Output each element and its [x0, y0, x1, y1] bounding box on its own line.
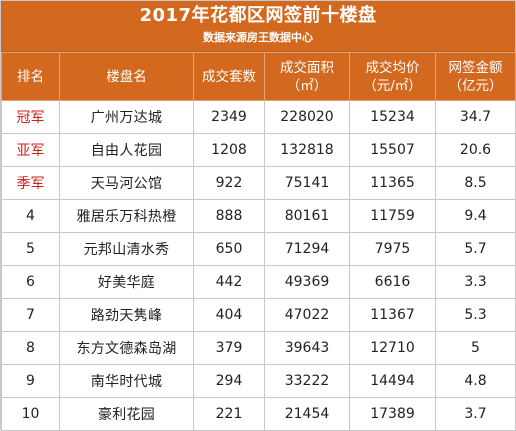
- cell-avg-price: 17389: [349, 397, 436, 431]
- cell-avg-price: 14494: [349, 364, 436, 398]
- cell-amount: 4.8: [435, 364, 516, 398]
- cell-project-name: 豪利花园: [59, 397, 194, 431]
- cell-avg-price: 7975: [349, 232, 436, 266]
- cell-amount: 34.7: [435, 100, 516, 134]
- cell-avg-price: 6616: [349, 265, 436, 299]
- cell-units: 650: [193, 232, 265, 266]
- cell-units: 294: [193, 364, 265, 398]
- cell-project-name: 自由人花园: [59, 133, 194, 167]
- cell-avg-price: 15234: [349, 100, 436, 134]
- title-banner: 2017年花都区网签前十楼盘 数据来源房王数据中心: [1, 1, 515, 52]
- column-header-line1: 成交均价: [365, 59, 420, 76]
- column-header-line1: 成交面积: [280, 59, 334, 76]
- cell-area: 228020: [264, 100, 350, 134]
- cell-amount: 8.5: [435, 166, 516, 200]
- table-row: 亚军 自由人花园 1208 132818 15507 20.6: [1, 133, 516, 167]
- cell-units: 221: [193, 397, 265, 431]
- cell-project-name: 广州万达城: [59, 100, 194, 134]
- cell-amount: 5.3: [435, 298, 516, 332]
- cell-avg-price: 11759: [349, 199, 436, 233]
- table-row: 8 东方文德森岛湖 379 39643 12710 5: [1, 331, 516, 365]
- cell-avg-price: 11367: [349, 298, 436, 332]
- cell-area: 39643: [264, 331, 350, 365]
- table-row: 4 雅居乐万科热橙 888 80161 11759 9.4: [1, 199, 516, 233]
- column-header-line1: 楼盘名: [106, 68, 147, 85]
- cell-avg-price: 12710: [349, 331, 436, 365]
- table-row: 冠军 广州万达城 2349 228020 15234 34.7: [1, 100, 516, 134]
- cell-area: 132818: [264, 133, 350, 167]
- column-header-line2: （㎡）: [286, 77, 328, 94]
- cell-project-name: 路劲天隽峰: [59, 298, 194, 332]
- cell-amount: 3.3: [435, 265, 516, 299]
- cell-project-name: 雅居乐万科热橙: [59, 199, 194, 233]
- cell-rank: 9: [1, 364, 60, 398]
- cell-rank: 10: [1, 397, 60, 431]
- data-source-note: 数据来源房王数据中心: [203, 31, 313, 44]
- table-row: 5 元邦山清水秀 650 71294 7975 5.7: [1, 232, 516, 266]
- column-header-line2: （元/㎡）: [363, 77, 422, 94]
- column-header-units: 成交套数: [193, 52, 265, 101]
- cell-amount: 9.4: [435, 199, 516, 233]
- cell-amount: 3.7: [435, 397, 516, 431]
- cell-rank: 季军: [1, 166, 60, 200]
- cell-rank: 7: [1, 298, 60, 332]
- cell-units: 379: [193, 331, 265, 365]
- table-row: 9 南华时代城 294 33222 14494 4.8: [1, 364, 516, 398]
- cell-project-name: 元邦山清水秀: [59, 232, 194, 266]
- cell-rank: 亚军: [1, 133, 60, 167]
- table-row: 10 豪利花园 221 21454 17389 3.7: [1, 397, 516, 431]
- cell-area: 21454: [264, 397, 350, 431]
- column-header-amount: 网签金额 （亿元）: [435, 52, 516, 101]
- column-header-line1: 成交套数: [202, 68, 256, 85]
- cell-project-name: 天马河公馆: [59, 166, 194, 200]
- cell-amount: 5.7: [435, 232, 516, 266]
- cell-rank: 冠军: [1, 100, 60, 134]
- cell-units: 888: [193, 199, 265, 233]
- cell-amount: 20.6: [435, 133, 516, 167]
- cell-units: 2349: [193, 100, 265, 134]
- column-header-line1: 网签金额: [448, 59, 503, 76]
- column-header-project: 楼盘名: [59, 52, 194, 101]
- cell-project-name: 南华时代城: [59, 364, 194, 398]
- cell-units: 922: [193, 166, 265, 200]
- cell-area: 80161: [264, 199, 350, 233]
- cell-units: 404: [193, 298, 265, 332]
- cell-project-name: 好美华庭: [59, 265, 194, 299]
- cell-rank: 8: [1, 331, 60, 365]
- column-header-line2: （亿元）: [448, 77, 503, 94]
- ranking-table: 排名 楼盘名 成交套数 成交面积 （㎡） 成交均价 （元/㎡） 网签金额: [1, 52, 516, 431]
- cell-area: 49369: [264, 265, 350, 299]
- table-row: 7 路劲天隽峰 404 47022 11367 5.3: [1, 298, 516, 332]
- cell-area: 47022: [264, 298, 350, 332]
- column-header-rank: 排名: [1, 52, 60, 101]
- cell-units: 1208: [193, 133, 265, 167]
- cell-rank: 5: [1, 232, 60, 266]
- cell-avg-price: 15507: [349, 133, 436, 167]
- column-header-area: 成交面积 （㎡）: [264, 52, 350, 101]
- cell-area: 71294: [264, 232, 350, 266]
- cell-area: 75141: [264, 166, 350, 200]
- column-header-avg-price: 成交均价 （元/㎡）: [349, 52, 436, 101]
- column-header-line1: 排名: [17, 68, 44, 85]
- cell-rank: 6: [1, 265, 60, 299]
- cell-avg-price: 11365: [349, 166, 436, 200]
- table-row: 6 好美华庭 442 49369 6616 3.3: [1, 265, 516, 299]
- cell-amount: 5: [435, 331, 516, 365]
- cell-units: 442: [193, 265, 265, 299]
- table-header-row: 排名 楼盘名 成交套数 成交面积 （㎡） 成交均价 （元/㎡） 网签金额: [1, 52, 516, 101]
- table-row: 季军 天马河公馆 922 75141 11365 8.5: [1, 166, 516, 200]
- cell-area: 33222: [264, 364, 350, 398]
- cell-project-name: 东方文德森岛湖: [59, 331, 194, 365]
- cell-rank: 4: [1, 199, 60, 233]
- page-title: 2017年花都区网签前十楼盘: [139, 5, 377, 26]
